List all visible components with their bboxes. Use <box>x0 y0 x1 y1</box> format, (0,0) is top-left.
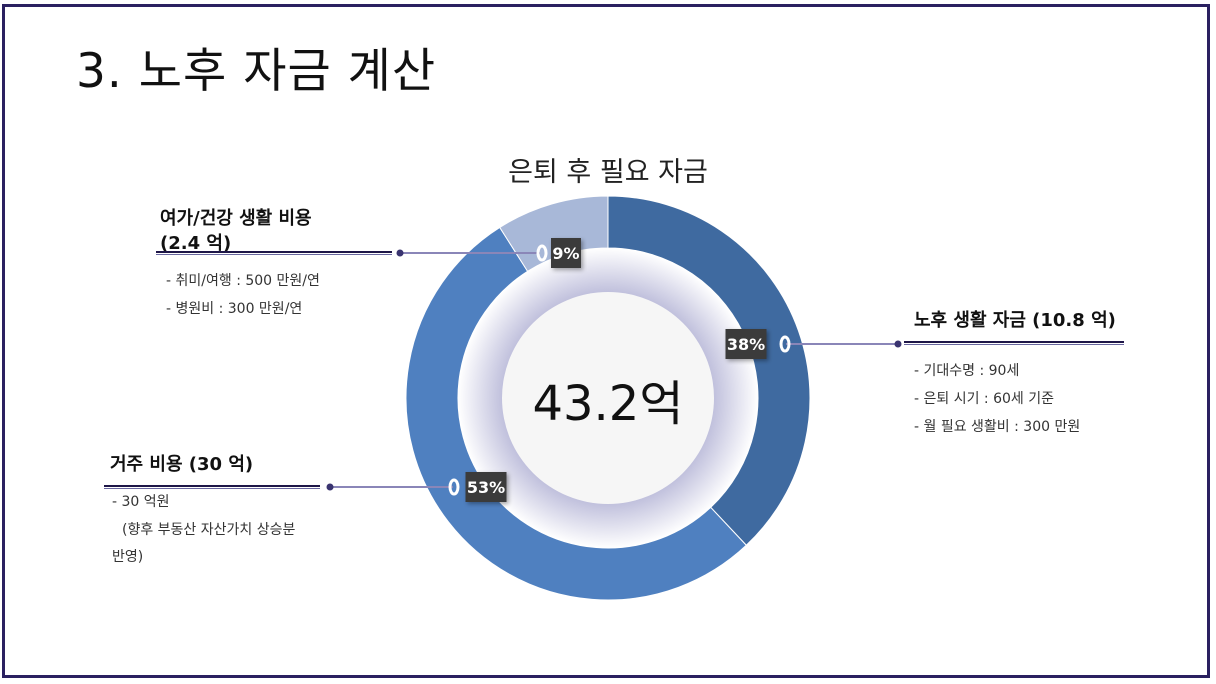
value-label-housing: 53% <box>467 478 505 497</box>
leader-dot-retirement <box>894 340 902 348</box>
value-label-box-leisure <box>551 238 581 268</box>
marker-ring-leisure <box>536 244 548 262</box>
page-title: 3. 노후 자금 계산 <box>76 44 437 99</box>
callout-retirement-detail: - 기대수명 : 90세 <box>914 363 1020 379</box>
center-total: 43.2억 <box>532 376 684 432</box>
callout-leisure-detail: - 취미/여행 : 500 만원/연 <box>166 273 320 289</box>
chart-title: 은퇴 후 필요 자금 <box>508 157 708 188</box>
callout-housing-detail: (향후 부동산 자산가치 상승분 <box>122 522 296 538</box>
callout-housing-underline <box>104 485 320 489</box>
callout-housing-title: 거주 비용 (30 억) <box>110 454 254 475</box>
callout-retirement-detail: - 월 필요 생활비 : 300 만원 <box>914 419 1081 435</box>
callout-housing-detail: 반영) <box>112 549 144 565</box>
value-label-box-retirement <box>725 329 767 359</box>
leader-lines <box>326 249 902 491</box>
value-label-leisure: 9% <box>552 244 579 263</box>
marker-ring-retirement <box>779 335 791 353</box>
callout-leisure-underline <box>156 251 392 255</box>
callout-retirement-underline <box>904 341 1124 345</box>
ring-markers <box>448 244 791 496</box>
slide-frame <box>2 4 1210 678</box>
callout-retirement-detail: - 은퇴 시기 : 60세 기준 <box>914 391 1054 407</box>
callout-leisure-detail: - 병원비 : 300 만원/연 <box>166 301 303 317</box>
callout-housing-detail: - 30 억원 <box>112 494 170 510</box>
leader-dot-housing <box>326 483 334 491</box>
donut-hole <box>502 292 714 504</box>
callout-retirement-title: 노후 생활 자금 (10.8 억) <box>914 310 1116 331</box>
leader-dot-leisure <box>396 249 404 257</box>
marker-ring-housing <box>448 478 460 496</box>
value-label-box-housing <box>465 472 507 502</box>
callout-leisure-title: 여가/건강 생활 비용 <box>160 208 312 229</box>
callout-leisure-title: (2.4 억) <box>160 233 232 254</box>
value-label-retirement: 38% <box>727 335 765 354</box>
